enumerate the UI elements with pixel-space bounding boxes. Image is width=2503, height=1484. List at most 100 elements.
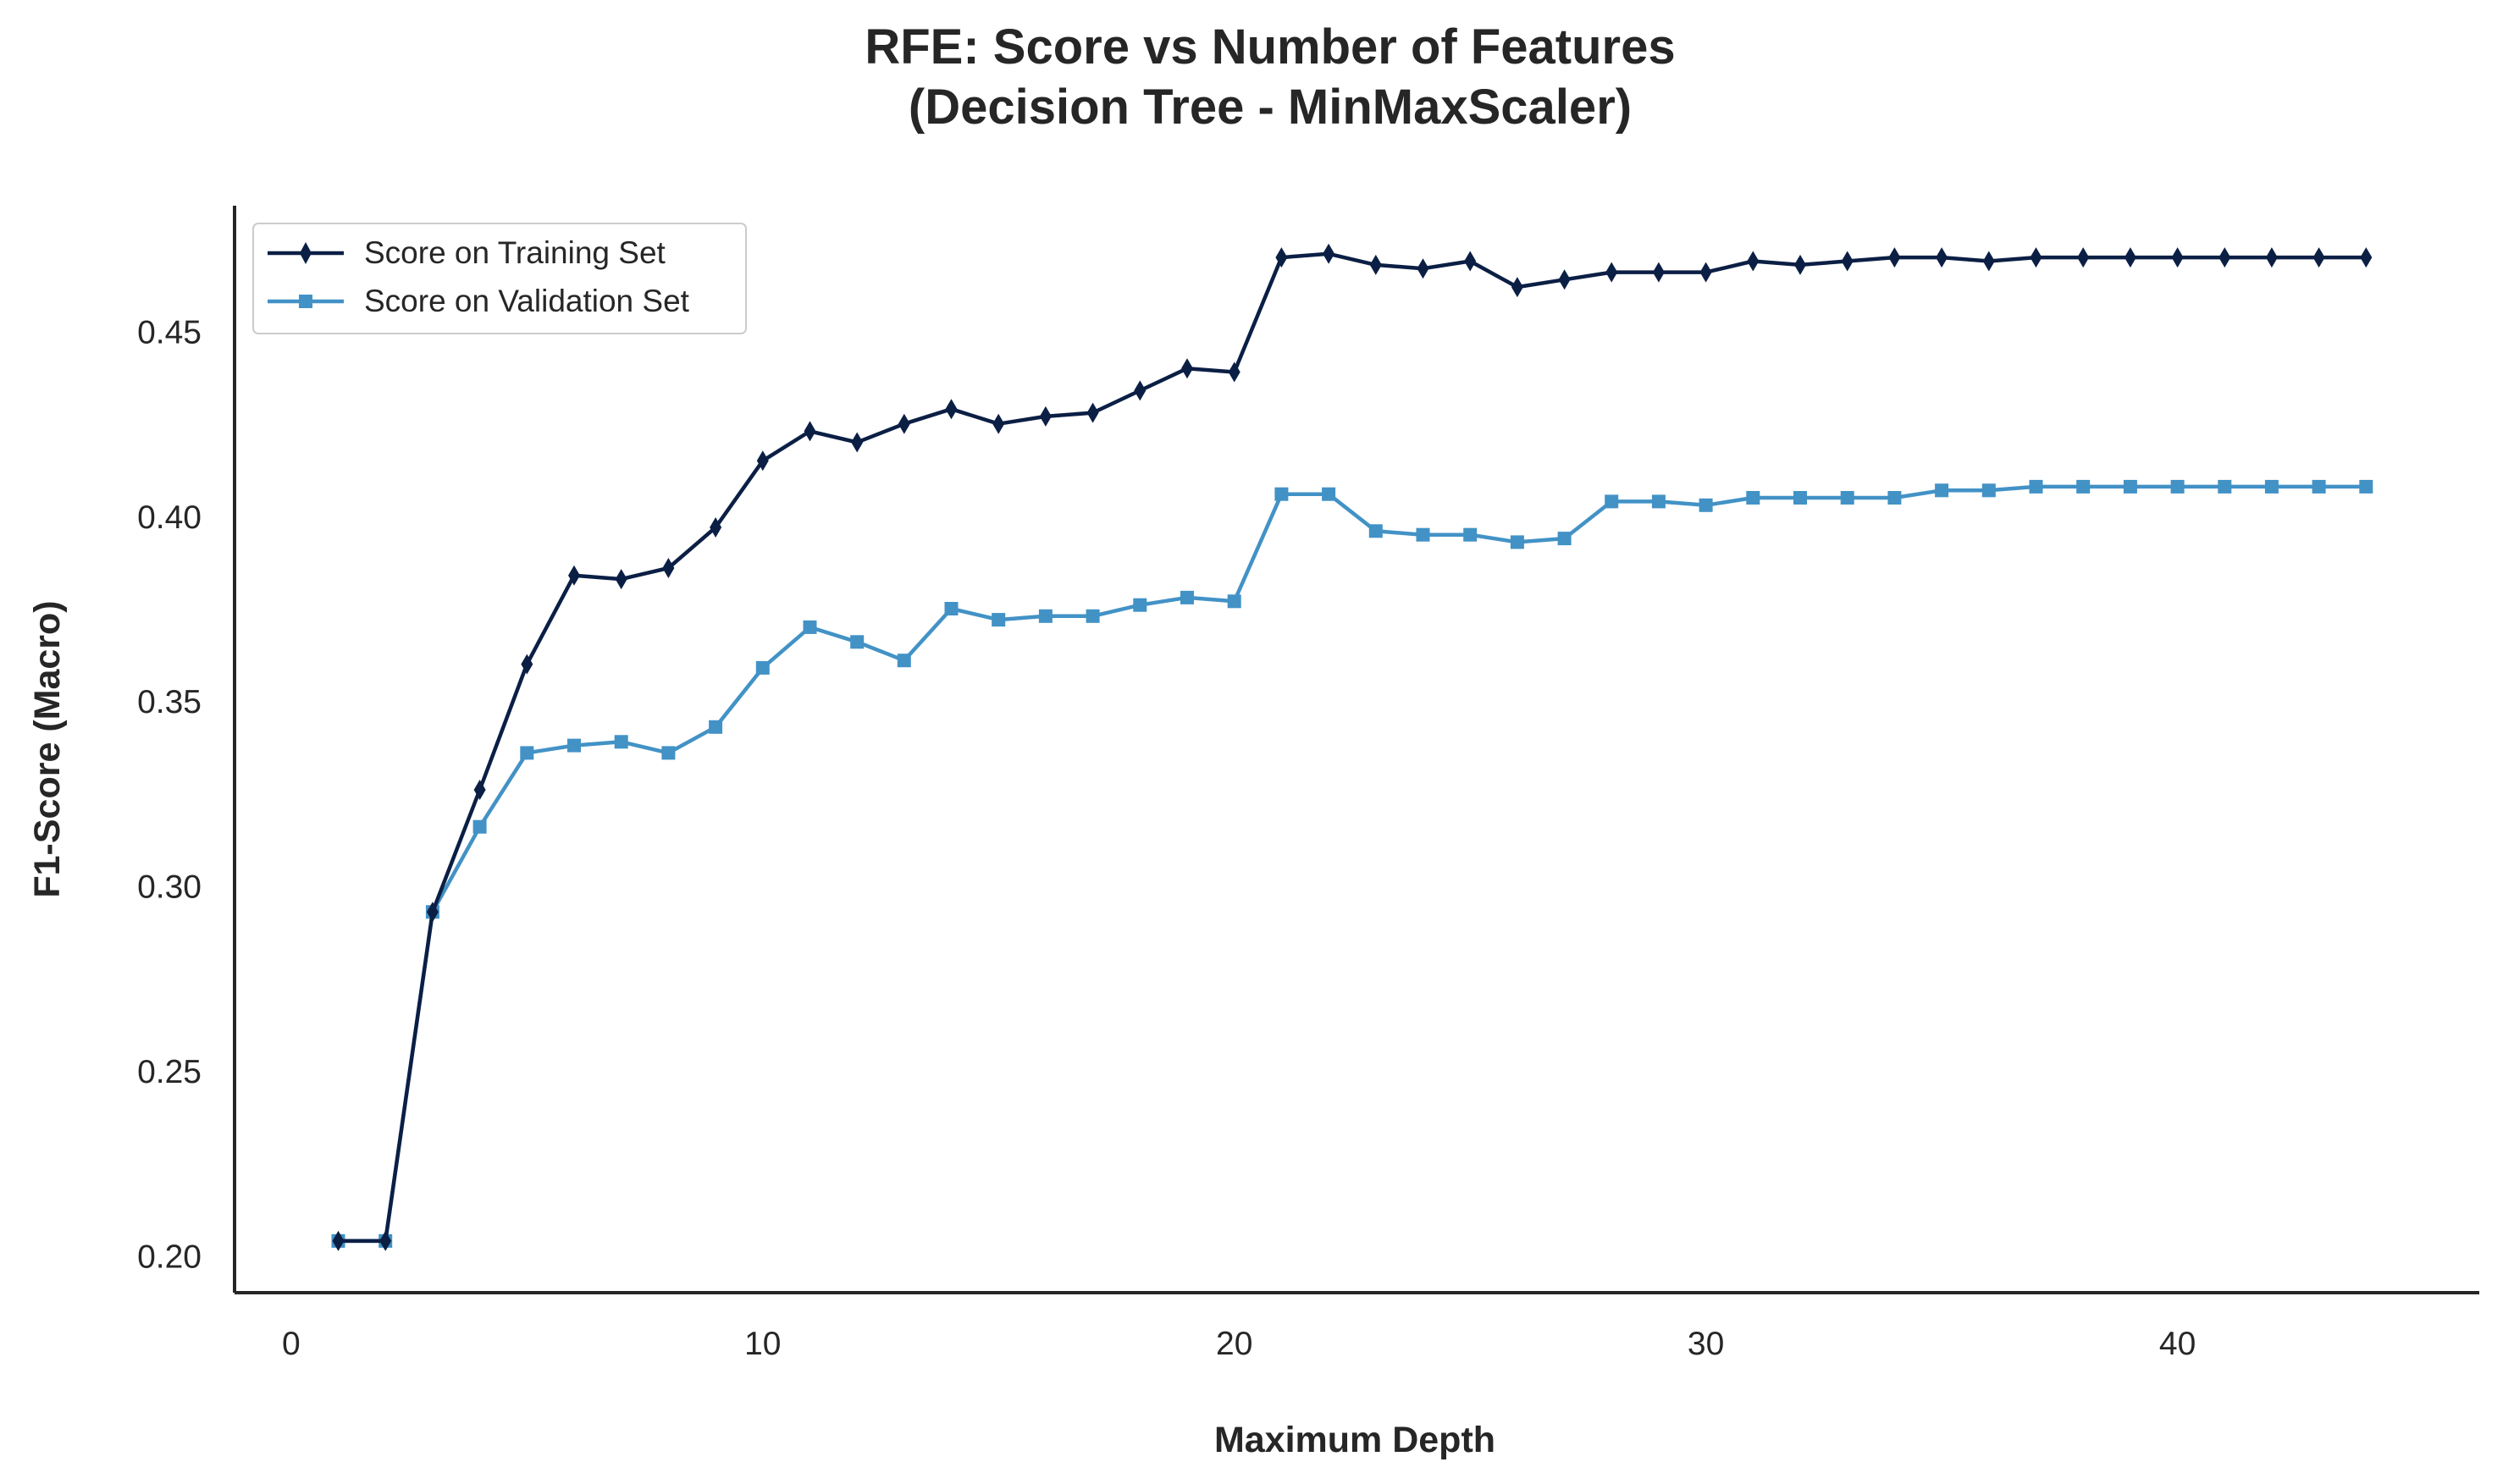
data-point-validation (1510, 535, 1524, 549)
data-point-validation (2264, 479, 2279, 494)
x-tick-label: 0 (282, 1326, 301, 1362)
data-point-validation (1699, 498, 1713, 512)
data-point-validation (1981, 483, 1996, 498)
data-point-training (1086, 402, 1099, 423)
data-point-training (1841, 251, 1854, 272)
data-point-training (756, 450, 769, 472)
data-point-validation (1227, 594, 1241, 609)
data-point-validation (614, 735, 628, 749)
data-point-validation (472, 819, 487, 834)
data-point-training (2077, 247, 2090, 268)
data-point-training (1181, 358, 1193, 379)
data-point-validation (944, 602, 959, 615)
data-point-training (1699, 262, 1712, 283)
data-point-training (1134, 380, 1147, 401)
legend-label-training: Score on Training Set (364, 235, 666, 270)
data-point-validation (1038, 609, 1053, 623)
data-point-validation (1935, 483, 1949, 498)
data-point-validation (1416, 527, 1430, 542)
data-point-validation (1887, 491, 1902, 505)
data-point-training (1888, 247, 1901, 268)
data-point-training (2265, 247, 2278, 268)
data-point-training (2171, 247, 2184, 268)
data-point-validation (2076, 479, 2091, 494)
data-point-training (2030, 247, 2042, 268)
data-point-validation (567, 738, 581, 753)
data-point-training (1464, 251, 1477, 272)
data-point-training (1323, 243, 1335, 264)
legend-marker-validation (299, 295, 312, 308)
data-point-training (1605, 262, 1618, 283)
data-point-validation (1605, 494, 1619, 509)
data-point-validation (2170, 479, 2185, 494)
data-point-training (662, 558, 675, 578)
data-point-training (1511, 277, 1523, 298)
data-point-training (615, 569, 627, 590)
data-point-validation (2218, 479, 2232, 494)
data-point-validation (755, 660, 770, 675)
data-point-training (1652, 262, 1665, 283)
data-point-validation (803, 620, 817, 634)
data-point-validation (1557, 532, 1572, 546)
data-point-validation (2359, 479, 2373, 494)
data-point-training (2312, 247, 2325, 268)
chart-title-line-1: RFE: Score vs Number of Features (865, 19, 1675, 74)
data-point-training (710, 517, 722, 538)
data-point-training (473, 780, 486, 800)
data-point-validation (1180, 590, 1194, 604)
y-axis-label: F1-Score (Macro) (27, 600, 68, 897)
y-ticks: 0.20 0.25 0.30 0.35 0.40 0.45 (137, 315, 202, 1276)
x-tick-label: 40 (2159, 1326, 2196, 1362)
data-point-training (568, 565, 580, 586)
x-tick-label: 30 (1688, 1326, 1724, 1362)
data-point-training (1039, 405, 1052, 427)
chart-title-line-2: (Decision Tree - MinMaxScaler) (909, 80, 1632, 135)
y-tick-label: 0.30 (137, 869, 202, 906)
data-point-training (804, 421, 816, 442)
legend-label-validation: Score on Validation Set (364, 284, 690, 318)
data-point-validation (1274, 487, 1289, 501)
series-line-validation (338, 484, 2367, 1244)
legend-frame (252, 223, 747, 334)
data-point-training (379, 1230, 392, 1251)
legend-marker-training (300, 242, 312, 264)
data-point-training (945, 399, 958, 420)
data-point-training (851, 432, 864, 453)
data-point-training (1794, 254, 1806, 275)
data-point-training (992, 413, 1005, 434)
y-tick-label: 0.35 (137, 684, 202, 720)
data-point-validation (1651, 494, 1666, 509)
plot-area (331, 243, 2373, 1251)
y-tick-label: 0.45 (137, 315, 202, 351)
series-line-training (338, 251, 2367, 1244)
y-tick-label: 0.25 (137, 1054, 202, 1090)
data-point-validation (1368, 524, 1383, 538)
x-tick-label: 10 (744, 1326, 781, 1362)
data-point-training (898, 413, 910, 434)
y-tick-label: 0.40 (137, 499, 202, 536)
data-point-validation (661, 746, 676, 760)
data-point-validation (2312, 479, 2326, 494)
x-ticks: 0 10 20 30 40 (282, 1326, 2196, 1362)
data-point-validation (1840, 491, 1854, 505)
y-tick-label: 0.20 (137, 1239, 202, 1275)
data-point-validation (1133, 598, 1147, 612)
data-point-validation (897, 654, 911, 668)
data-point-training (1558, 269, 1571, 290)
data-point-validation (1322, 487, 1336, 501)
data-point-validation (2029, 479, 2043, 494)
data-point-training (426, 902, 439, 923)
data-point-training (1747, 251, 1760, 272)
data-point-validation (850, 635, 865, 649)
data-point-training (332, 1230, 345, 1251)
data-point-training (1369, 254, 1382, 275)
x-tick-label: 20 (1216, 1326, 1252, 1362)
data-point-training (1982, 251, 1995, 272)
data-point-validation (709, 720, 723, 734)
data-point-validation (1086, 609, 1100, 623)
legend: Score on Training Set Score on Validatio… (252, 223, 747, 334)
data-point-training (1228, 361, 1240, 383)
data-point-training (1417, 258, 1429, 279)
x-axis-label: Maximum Depth (1214, 1420, 1495, 1460)
